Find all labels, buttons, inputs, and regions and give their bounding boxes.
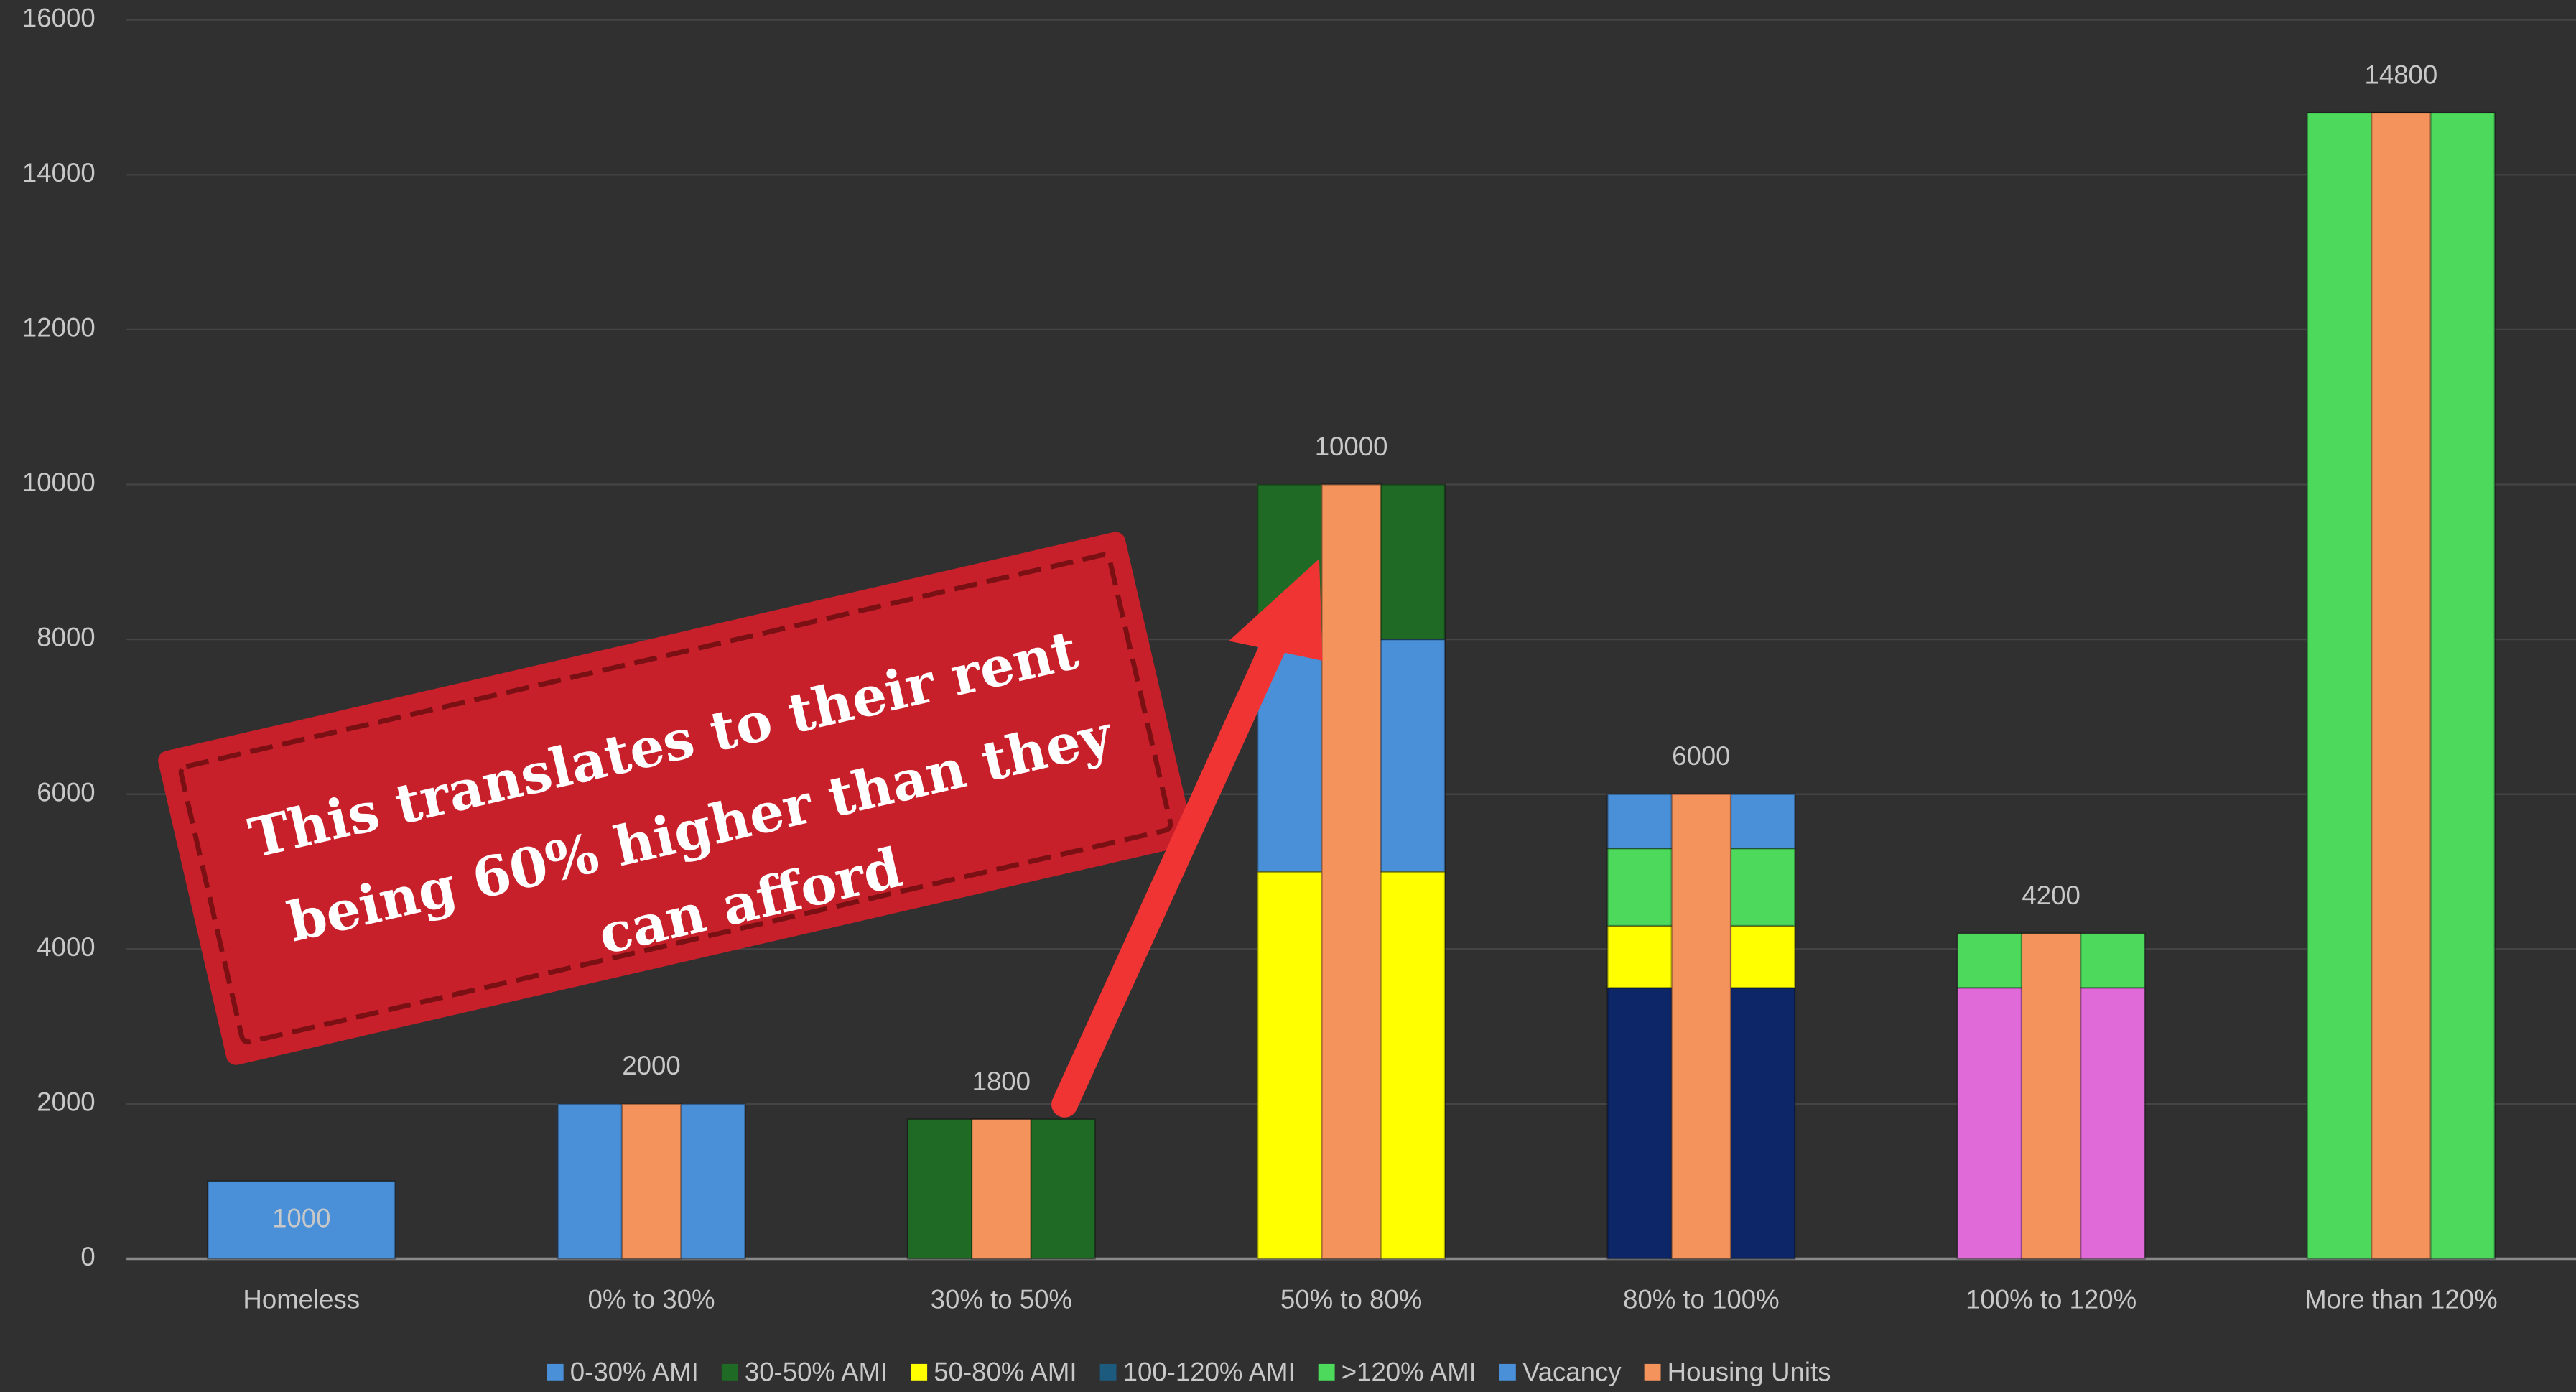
legend: 0-30% AMI 30-50% AMI 50-80% AMI 100-120% AM… bbox=[547, 1357, 1831, 1386]
data-label: 14800 bbox=[2364, 60, 2437, 89]
legend-swatch bbox=[911, 1363, 928, 1381]
y-tick-label: 16000 bbox=[22, 3, 96, 32]
y-tick-label: 10000 bbox=[22, 468, 96, 497]
data-label: 1800 bbox=[972, 1067, 1031, 1096]
y-tick-label: 14000 bbox=[22, 158, 96, 187]
legend-label: 100-120% AMI bbox=[1123, 1357, 1296, 1386]
bar bbox=[1670, 793, 1732, 1260]
data-label: 4200 bbox=[2022, 881, 2080, 910]
bar-segment bbox=[207, 1180, 396, 1260]
data-label: 1000 bbox=[272, 1203, 330, 1233]
stamp-background bbox=[158, 532, 1194, 1065]
x-tick-label: 100% to 120% bbox=[1966, 1285, 2136, 1314]
legend-label: >120% AMI bbox=[1342, 1357, 1477, 1386]
bar bbox=[970, 1118, 1032, 1260]
legend-swatch bbox=[1644, 1363, 1661, 1381]
legend-swatch bbox=[721, 1363, 738, 1381]
data-label: 2000 bbox=[622, 1051, 680, 1080]
x-tick-label: 30% to 50% bbox=[931, 1285, 1072, 1314]
arrow-head bbox=[1229, 558, 1323, 661]
legend-swatch bbox=[1318, 1363, 1335, 1381]
data-label: 6000 bbox=[1672, 741, 1730, 771]
bar bbox=[620, 1103, 682, 1260]
y-tick-label: 2000 bbox=[37, 1087, 95, 1117]
bar bbox=[2020, 932, 2082, 1260]
legend-label: 0-30% AMI bbox=[570, 1357, 699, 1386]
x-tick-label: 0% to 30% bbox=[588, 1285, 715, 1314]
data-label: 10000 bbox=[1315, 432, 1388, 461]
x-tick-label: 50% to 80% bbox=[1280, 1285, 1422, 1314]
y-tick-label: 12000 bbox=[22, 313, 96, 343]
bar bbox=[1321, 483, 1382, 1260]
y-tick-label: 0 bbox=[80, 1242, 95, 1271]
plot-area: 0 2000 4000 6000 8000 10000 12000 14000 16000 Hom… bbox=[22, 3, 2576, 1314]
legend-label: Housing Units bbox=[1668, 1357, 1831, 1386]
legend-swatch bbox=[547, 1363, 564, 1381]
arrow-shaft bbox=[1051, 608, 1298, 1118]
x-tick-label: More than 120% bbox=[2305, 1285, 2498, 1314]
legend-swatch bbox=[1099, 1363, 1117, 1381]
legend-swatch bbox=[1499, 1363, 1516, 1381]
y-tick-label: 8000 bbox=[37, 623, 95, 652]
x-tick-label: Homeless bbox=[243, 1285, 360, 1314]
y-tick-label: 6000 bbox=[37, 777, 95, 807]
legend-label: 30-50% AMI bbox=[745, 1357, 888, 1386]
y-tick-label: 4000 bbox=[37, 932, 95, 962]
legend-label: 50-80% AMI bbox=[934, 1357, 1077, 1386]
legend-label: Vacancy bbox=[1522, 1357, 1622, 1386]
stamp-border bbox=[178, 552, 1173, 1045]
arrow bbox=[1051, 558, 1323, 1118]
x-tick-label: 80% to 100% bbox=[1623, 1285, 1780, 1314]
bar bbox=[2371, 111, 2432, 1260]
